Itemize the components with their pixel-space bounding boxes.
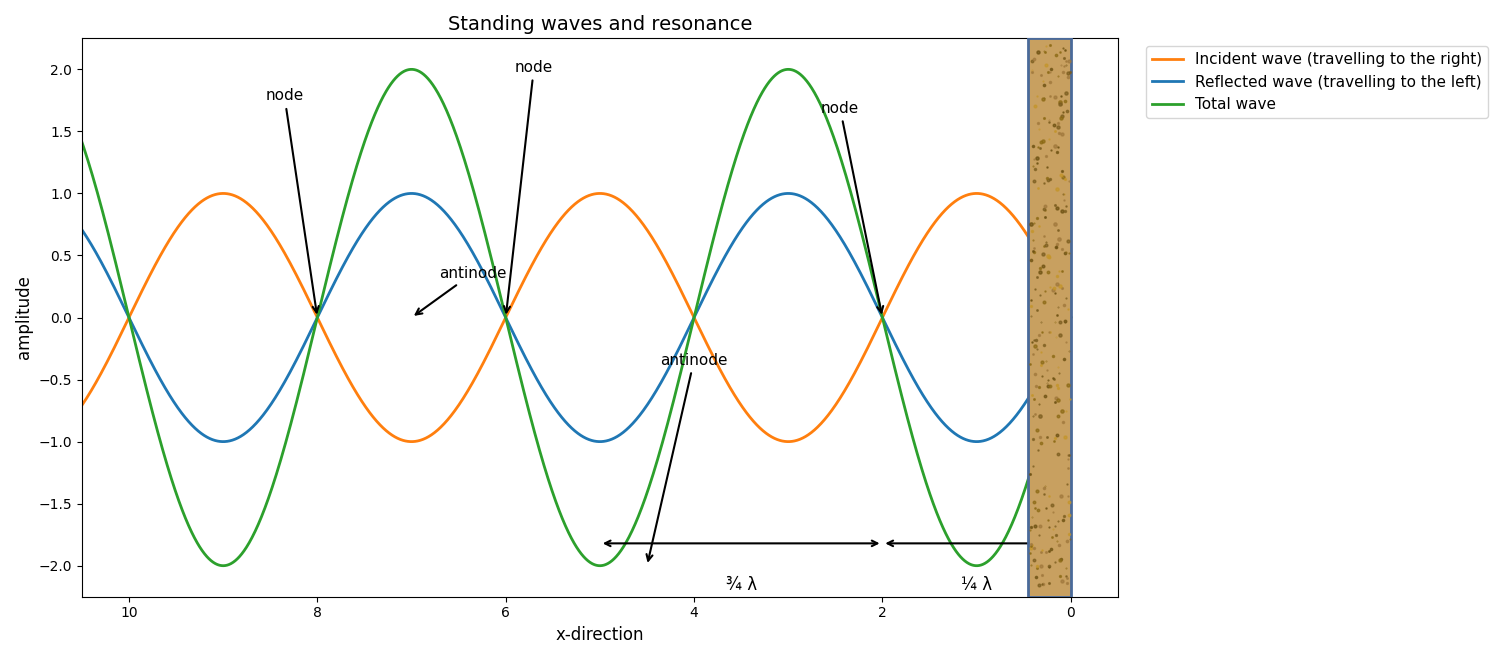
Incident wave (travelling to the right) xyxy=(45,431,63,439)
Reflected wave (travelling to the left) xyxy=(26,190,44,198)
Total wave xyxy=(664,397,682,405)
Total wave xyxy=(1062,314,1080,322)
Text: node: node xyxy=(821,101,883,312)
Text: node: node xyxy=(505,60,553,312)
Incident wave (travelling to the right) xyxy=(1062,314,1080,322)
Reflected wave (travelling to the left) xyxy=(45,196,63,204)
Total wave xyxy=(944,542,962,550)
Legend: Incident wave (travelling to the right), Reflected wave (travelling to the left): Incident wave (travelling to the right),… xyxy=(1146,46,1488,119)
Incident wave (travelling to the right) xyxy=(590,190,608,198)
Line: Incident wave (travelling to the right): Incident wave (travelling to the right) xyxy=(35,194,1071,442)
Text: node: node xyxy=(265,88,319,312)
Text: antinode: antinode xyxy=(416,266,506,314)
Total wave xyxy=(619,534,637,542)
Text: antinode: antinode xyxy=(646,353,727,561)
Text: ¾ λ: ¾ λ xyxy=(726,575,756,594)
Reflected wave (travelling to the left) xyxy=(664,355,682,363)
Reflected wave (travelling to the left) xyxy=(590,438,608,445)
Total wave xyxy=(883,349,901,357)
Total wave xyxy=(590,561,608,569)
Incident wave (travelling to the right) xyxy=(664,272,682,280)
Reflected wave (travelling to the left) xyxy=(1062,314,1080,322)
Reflected wave (travelling to the left) xyxy=(619,424,637,432)
Title: Standing waves and resonance: Standing waves and resonance xyxy=(447,15,751,34)
Text: ¼ λ: ¼ λ xyxy=(961,575,992,594)
Incident wave (travelling to the right) xyxy=(619,204,637,212)
Incident wave (travelling to the right) xyxy=(158,241,176,249)
Line: Reflected wave (travelling to the left): Reflected wave (travelling to the left) xyxy=(35,194,1071,442)
Incident wave (travelling to the right) xyxy=(883,296,901,304)
Reflected wave (travelling to the left) xyxy=(883,331,901,339)
Total wave xyxy=(26,65,44,73)
Incident wave (travelling to the right) xyxy=(26,438,44,445)
Total wave xyxy=(45,79,63,87)
Incident wave (travelling to the right) xyxy=(944,199,962,207)
Y-axis label: amplitude: amplitude xyxy=(15,275,33,359)
Total wave xyxy=(158,459,176,467)
Reflected wave (travelling to the left) xyxy=(158,386,176,394)
X-axis label: x-direction: x-direction xyxy=(556,626,645,644)
Line: Total wave: Total wave xyxy=(35,69,1071,565)
Reflected wave (travelling to the left) xyxy=(944,428,962,436)
FancyBboxPatch shape xyxy=(1029,38,1071,596)
